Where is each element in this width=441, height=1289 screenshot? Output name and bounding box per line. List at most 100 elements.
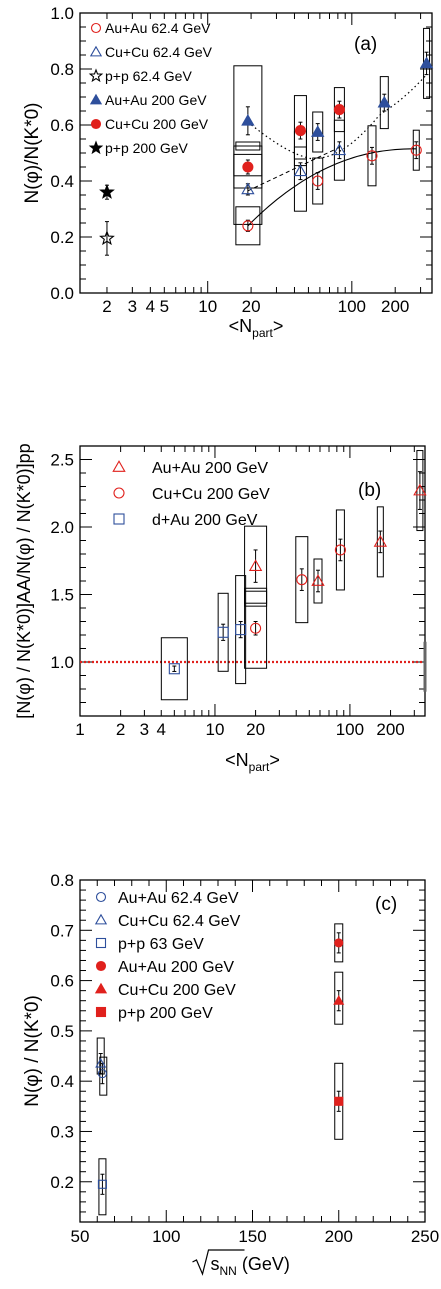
- data-point: [293, 164, 308, 177]
- panel-b: 1.0 1.5 2.0 2.5 1 2 3 4 10 20 100 200 <Npart> [N(φ) /…: [14, 443, 427, 774]
- data-point: [241, 113, 255, 126]
- y-tick-label: 0.5: [50, 1022, 74, 1041]
- syst-box: [412, 129, 420, 171]
- fit-curve-auau200: [247, 74, 428, 160]
- panel-c: 0.2 0.3 0.4 0.5 0.6 0.7 0.8 50 100 150 200 250 sNN (…: [22, 871, 439, 1278]
- data-point: [419, 56, 434, 69]
- legend-entry: Au+Au 62.4 GeV: [118, 890, 239, 907]
- data-point: [168, 663, 180, 675]
- panel-label: (c): [375, 894, 397, 915]
- sqrt-sign: [192, 1249, 245, 1276]
- legend-marker: [89, 45, 103, 57]
- legend-entry: p+p 200 GeV: [105, 140, 189, 156]
- legend-entry: Cu+Cu 200 GeV: [105, 116, 209, 132]
- x-tick-label: 10: [198, 297, 217, 316]
- y-tick-label: 2.0: [50, 518, 74, 537]
- data-point: [99, 183, 115, 199]
- syst-box: [334, 971, 344, 1025]
- syst-box: [244, 590, 268, 604]
- y-tick-label: 0.6: [50, 116, 74, 135]
- data-point: [248, 559, 263, 572]
- x-tick-label: 20: [246, 720, 265, 739]
- x-tick-label: 1: [75, 720, 84, 739]
- syst-box: [333, 119, 345, 181]
- y-tick-label: 1.0: [50, 4, 74, 23]
- panel-a: 0.0 0.2 0.4 0.6 0.8 1.0 2 3 4 5 10 20 100 200 <Npart> N…: [22, 4, 434, 340]
- data-point: [366, 150, 378, 162]
- syst-box: [235, 141, 261, 151]
- legend-entry: Au+Au 200 GeV: [105, 92, 207, 108]
- syst-box: [335, 509, 345, 591]
- data-point: [235, 624, 247, 636]
- x-tick-label: 5: [160, 297, 169, 316]
- x-tick-label: 50: [71, 1227, 90, 1246]
- data-point: [373, 534, 388, 547]
- legend-marker: [88, 140, 104, 155]
- legend-entry: p+p 200 GeV: [118, 1005, 213, 1022]
- data-point: [334, 544, 346, 556]
- data-point: [311, 125, 325, 137]
- plot-frame: [79, 879, 426, 1223]
- syst-box: [379, 76, 389, 130]
- data-point: [334, 1096, 344, 1106]
- x-tick-label: 20: [242, 297, 261, 316]
- legend-marker: [88, 68, 104, 83]
- y-tick-label: 1.0: [50, 653, 74, 672]
- legend-entry: d+Au 200 GeV: [152, 512, 258, 529]
- legend-entry: p+p 62.4 GeV: [105, 68, 192, 84]
- x-tick-label: 2: [102, 297, 111, 316]
- data-point: [334, 938, 344, 948]
- legend-marker: [95, 1006, 107, 1018]
- syst-box: [312, 111, 324, 153]
- legend-entry: Cu+Cu 200 GeV: [118, 982, 236, 999]
- y-tick-label: 0.8: [50, 60, 74, 79]
- legend-marker: [90, 118, 102, 130]
- legend-entry: Cu+Cu 62.4 GeV: [105, 44, 213, 60]
- legend-marker: [94, 982, 108, 994]
- data-point: [296, 574, 308, 586]
- data-point: [242, 161, 254, 173]
- y-tick-label: 2.5: [50, 451, 74, 470]
- x-axis-label: <Npart>: [229, 316, 284, 340]
- data-point: [333, 994, 345, 1005]
- legend-entry: Au+Au 200 GeV: [152, 460, 268, 477]
- x-tick-label: 100: [152, 1227, 180, 1246]
- legend-marker: [113, 513, 125, 525]
- y-tick-label: 0.7: [50, 921, 74, 940]
- legend-marker: [95, 891, 107, 903]
- syst-box: [160, 637, 188, 701]
- x-axis-label: <Npart>: [225, 750, 280, 774]
- legend-marker: [112, 460, 126, 472]
- x-tick-label: 200: [376, 720, 404, 739]
- data-point: [311, 574, 325, 586]
- legend-marker: [90, 22, 102, 34]
- y-tick-label: 0.6: [50, 972, 74, 991]
- panel-label: (b): [358, 480, 381, 501]
- syst-box: [313, 558, 323, 604]
- data-point: [413, 483, 427, 496]
- legend-marker: [95, 960, 107, 972]
- data-point: [333, 104, 345, 116]
- y-axis-label: N(φ) / N(K*0): [22, 995, 43, 1107]
- data-point: [242, 220, 254, 232]
- x-tick-label: 200: [325, 1227, 353, 1246]
- legend-marker: [113, 487, 125, 499]
- syst-box: [99, 1056, 108, 1096]
- data-point: [241, 182, 255, 195]
- x-tick-label: 200: [381, 297, 409, 316]
- fit-curve-auau62: [247, 148, 417, 227]
- x-tick-label: 2: [116, 720, 125, 739]
- legend-entry: Cu+Cu 200 GeV: [152, 486, 270, 503]
- x-tick-label: 10: [205, 720, 224, 739]
- y-axis-label: N(φ)/N(K*0): [22, 103, 43, 204]
- legend-marker: [94, 913, 108, 925]
- data-point: [95, 1057, 107, 1068]
- syst-box: [244, 587, 268, 669]
- y-tick-label: 0.2: [50, 1173, 74, 1192]
- legend-entry: p+p 63 GeV: [118, 936, 204, 953]
- syst-box: [244, 525, 268, 607]
- syst-box: [367, 125, 377, 187]
- panel-label: (a): [354, 34, 377, 55]
- x-tick-label: 4: [146, 297, 155, 316]
